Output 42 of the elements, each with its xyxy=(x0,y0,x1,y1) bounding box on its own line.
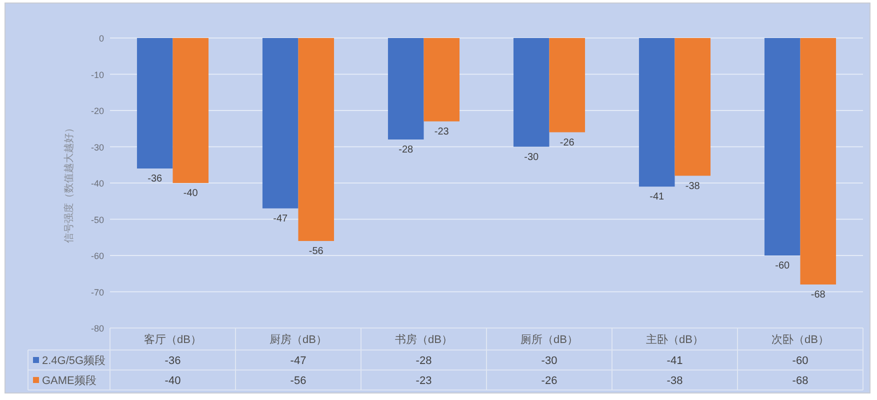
data-label: -38 xyxy=(666,375,683,387)
annotation: -68 xyxy=(810,290,826,300)
x-tick-label: 客厅（dB） xyxy=(144,333,202,346)
data-label: -56 xyxy=(290,375,306,387)
y-tick-label: -80 xyxy=(90,324,104,334)
y-tick-label: -50 xyxy=(90,214,104,225)
data-label: -28 xyxy=(416,355,432,367)
x-tick-label: 厕所（dB） xyxy=(520,333,578,346)
y-tick-label: -10 xyxy=(90,70,104,80)
data-label: -23 xyxy=(416,375,432,387)
x-tick-label: 主卧（dB） xyxy=(646,333,704,346)
data-label: -26 xyxy=(541,375,558,387)
annotation: -41 xyxy=(650,192,665,203)
annotation: -60 xyxy=(775,260,790,272)
x-tick-label: 厨房（dB） xyxy=(270,333,327,346)
annotation: -23 xyxy=(434,126,450,138)
annotation: -28 xyxy=(398,144,414,156)
data-label: -40 xyxy=(164,375,181,387)
annotation: -47 xyxy=(273,213,288,224)
data-label: -47 xyxy=(290,355,306,367)
data-label: -60 xyxy=(792,355,808,367)
y-axis-title: 信号强度（数值越大越好） xyxy=(63,123,75,243)
data-label: -30 xyxy=(541,355,558,367)
data-label: -68 xyxy=(792,375,808,387)
annotation: -40 xyxy=(183,188,198,199)
y-tick-label: -40 xyxy=(90,178,104,188)
legend-label: GAME频段 xyxy=(42,375,96,387)
annotation: -56 xyxy=(308,246,324,257)
annotation: -30 xyxy=(524,152,540,163)
data-label: -41 xyxy=(666,355,683,367)
annotation: -38 xyxy=(685,180,700,192)
y-tick-label: -70 xyxy=(90,287,104,298)
x-tick-label: 书房（dB） xyxy=(395,333,452,346)
y-tick-label: -30 xyxy=(90,142,104,152)
legend-label: 2.4G/5G频段 xyxy=(42,355,106,367)
annotation: -26 xyxy=(560,137,575,148)
annotation: -36 xyxy=(148,174,163,184)
data-label: -36 xyxy=(164,355,181,367)
y-tick-label: -60 xyxy=(90,251,104,261)
y-tick-label: -20 xyxy=(90,106,104,116)
y-tick-label: 0 xyxy=(98,34,104,44)
x-tick-label: 次卧（dB） xyxy=(772,334,829,346)
